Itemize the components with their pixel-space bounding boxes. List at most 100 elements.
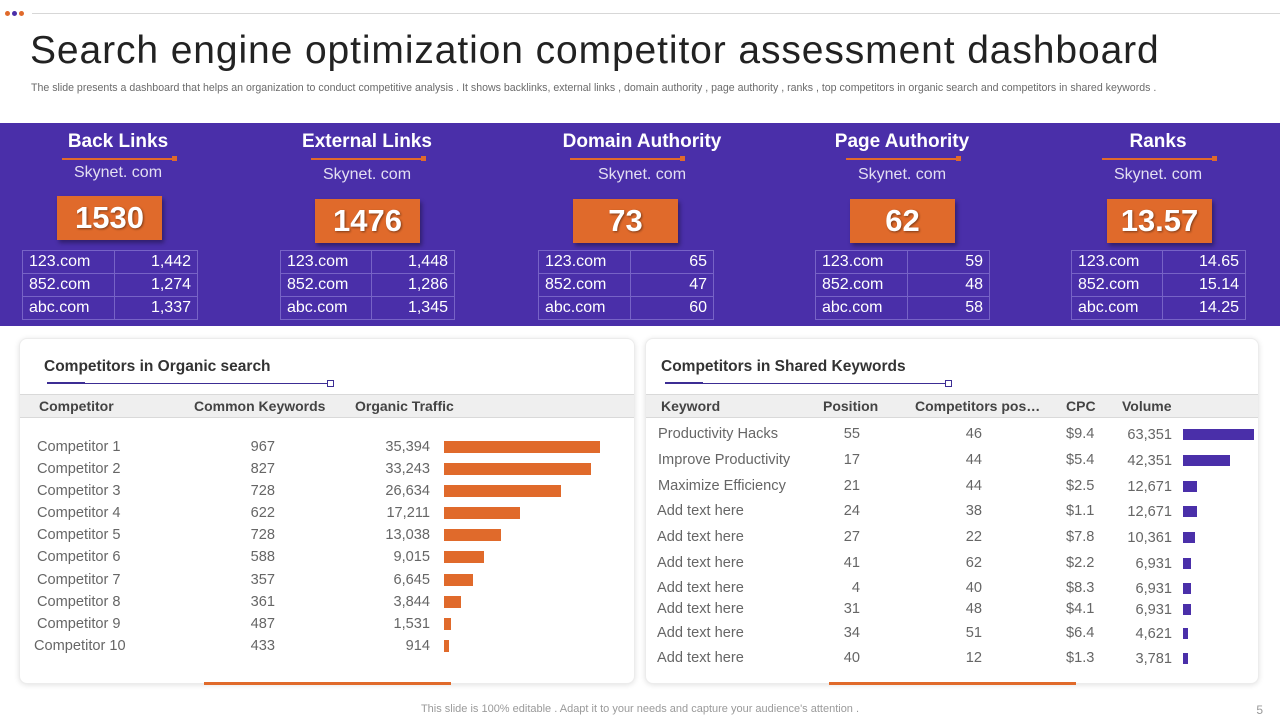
table-header: Competitor Common Keywords Organic Traff… (20, 394, 634, 418)
kpi-title: Domain Authority (562, 131, 722, 152)
table-row: abc.com 1,345 (279, 296, 455, 320)
organic-traffic-bar (444, 596, 461, 608)
value-cell: 1,337 (113, 296, 199, 320)
position-cell: 55 (843, 426, 860, 442)
value-cell: 1,286 (371, 273, 455, 297)
value-cell: 60 (629, 296, 715, 320)
kpi-value: 1476 (315, 199, 420, 243)
panel-title: Competitors in Shared Keywords (661, 358, 906, 375)
table-row: abc.com 14.25 (1070, 296, 1246, 320)
top-divider (32, 13, 1280, 14)
competitor-position-cell: 38 (965, 503, 982, 519)
volume-cell: 6,931 (1135, 602, 1172, 618)
kpi-table: 123.com 1,442 852.com 1,274 abc.com 1,337 (22, 250, 199, 320)
volume-bar (1183, 558, 1191, 569)
column-header: Position (823, 398, 879, 414)
table-row: 852.com 15.14 (1070, 273, 1246, 297)
kpi-divider (311, 156, 426, 161)
kpi-value: 1530 (57, 196, 162, 240)
competitor-name: Competitor 6 (37, 549, 121, 565)
volume-bar (1183, 455, 1230, 466)
organic-search-panel: Competitors in Organic search Competitor… (19, 338, 635, 685)
organic-traffic-bar (444, 551, 484, 563)
table-row: 852.com 48 (815, 273, 990, 297)
table-row: 852.com 1,286 (279, 273, 455, 297)
volume-cell: 12,671 (1127, 479, 1172, 495)
cpc-cell: $6.4 (1066, 625, 1095, 641)
kpi-title: Ranks (1129, 131, 1187, 152)
column-header: CPC (1066, 398, 1096, 414)
volume-cell: 63,351 (1127, 427, 1172, 443)
cpc-cell: $2.2 (1066, 555, 1095, 571)
keyword-cell: Add text here (657, 580, 744, 596)
cpc-cell: $2.5 (1066, 478, 1095, 494)
kpi-divider (570, 156, 685, 161)
site-cell: 852.com (1070, 273, 1164, 297)
organic-traffic-value: 914 (405, 638, 430, 654)
competitor-name: Competitor 1 (37, 439, 121, 455)
column-header: Volume (1122, 398, 1172, 414)
kpi-table: 123.com 65 852.com 47 abc.com 60 (538, 250, 715, 320)
kpi-ranks: Ranks Skynet. com 13.57 123.com 14.65 852… (1070, 123, 1246, 326)
keyword-cell: Add text here (657, 650, 744, 666)
value-cell: 58 (906, 296, 990, 320)
common-keywords-value: 357 (250, 572, 275, 588)
position-cell: 31 (843, 601, 860, 617)
competitor-position-cell: 51 (965, 625, 982, 641)
site-cell: abc.com (1070, 296, 1164, 320)
table-row: abc.com 58 (815, 296, 990, 320)
value-cell: 59 (906, 250, 990, 274)
table-row: 123.com 1,442 (22, 250, 199, 274)
position-cell: 41 (843, 555, 860, 571)
keyword-cell: Add text here (657, 625, 744, 641)
cpc-cell: $9.4 (1066, 426, 1095, 442)
kpi-domain-authority: Domain Authority Skynet. com 73 123.com 6… (538, 123, 730, 326)
volume-bar (1183, 583, 1191, 594)
cpc-cell: $8.3 (1066, 580, 1095, 596)
competitor-position-cell: 44 (965, 478, 982, 494)
site-cell: 123.com (279, 250, 373, 274)
volume-cell: 6,931 (1135, 581, 1172, 597)
organic-traffic-value: 3,844 (393, 594, 430, 610)
kpi-title: Back Links (67, 131, 169, 152)
volume-bar (1183, 532, 1195, 543)
site-cell: 852.com (22, 273, 115, 297)
site-cell: abc.com (279, 296, 373, 320)
column-header: Competitor (39, 398, 114, 414)
kpi-divider (846, 156, 961, 161)
volume-cell: 3,781 (1135, 651, 1172, 667)
organic-traffic-bar (444, 618, 451, 630)
table-row: 123.com 14.65 (1070, 250, 1246, 274)
kpi-divider (1102, 156, 1217, 161)
cpc-cell: $4.1 (1066, 601, 1095, 617)
table-row: abc.com 1,337 (22, 296, 199, 320)
volume-bar (1183, 628, 1188, 639)
keyword-cell: Add text here (657, 503, 744, 519)
kpi-title: Page Authority (834, 131, 970, 152)
competitor-name: Competitor 4 (37, 505, 121, 521)
volume-bar (1183, 506, 1197, 517)
organic-traffic-value: 1,531 (393, 616, 430, 632)
common-keywords-value: 728 (250, 527, 275, 543)
site-cell: abc.com (815, 296, 908, 320)
kpi-table: 123.com 14.65 852.com 15.14 abc.com 14.25 (1070, 250, 1246, 320)
kpi-band: Back Links Skynet. com 1530 123.com 1,442… (0, 123, 1280, 326)
kpi-domain: Skynet. com (322, 166, 412, 183)
cpc-cell: $1.1 (1066, 503, 1095, 519)
volume-cell: 4,621 (1135, 626, 1172, 642)
keyword-cell: Improve Productivity (658, 452, 791, 468)
competitor-position-cell: 44 (965, 452, 982, 468)
kpi-title: External Links (302, 131, 432, 152)
volume-bar (1183, 429, 1254, 440)
site-cell: 852.com (279, 273, 373, 297)
kpi-value: 62 (850, 199, 955, 243)
table-row: 852.com 47 (538, 273, 715, 297)
position-cell: 21 (843, 478, 860, 494)
kpi-table: 123.com 59 852.com 48 abc.com 58 (815, 250, 990, 320)
site-cell: abc.com (538, 296, 631, 320)
volume-cell: 6,931 (1135, 556, 1172, 572)
volume-bar (1183, 604, 1191, 615)
keyword-cell: Add text here (657, 601, 744, 617)
position-cell: 34 (843, 625, 860, 641)
